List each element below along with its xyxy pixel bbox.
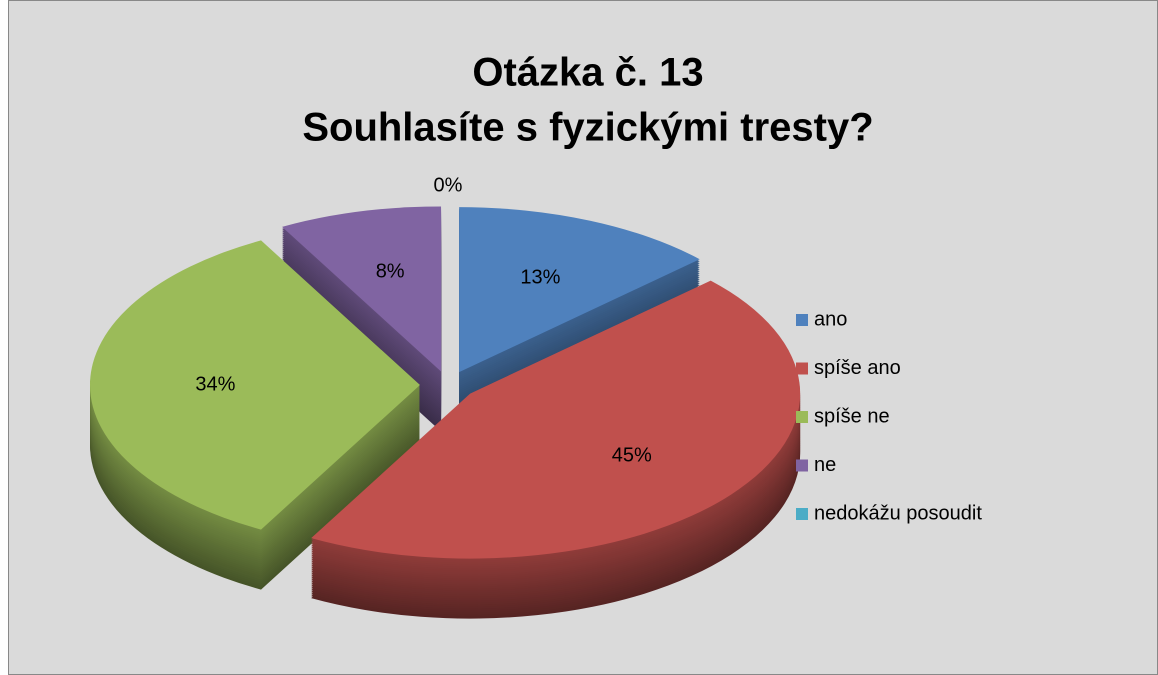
legend-swatch [796, 411, 808, 423]
data-label: 8% [376, 261, 405, 283]
legend-label: ne [814, 454, 836, 476]
chart-subtitle: Souhlasíte s fyzickými tresty? [302, 106, 873, 150]
legend-swatch [796, 508, 808, 520]
slice [459, 207, 700, 373]
slice [282, 206, 442, 372]
legend-label: spíše ne [814, 405, 890, 427]
legend-swatch [796, 314, 808, 326]
data-label: 13% [520, 267, 560, 289]
data-label: 0% [434, 174, 463, 196]
legend-swatch [796, 459, 808, 472]
data-label: 34% [195, 373, 235, 395]
legend-label: nedokážu posoudit [814, 502, 982, 524]
legend-swatch [796, 362, 808, 375]
chart-title: Otázka č. 13 [472, 51, 703, 95]
slice [90, 240, 421, 530]
legend-label: spíše ano [814, 357, 901, 379]
slice [311, 280, 801, 559]
data-label: 45% [612, 445, 652, 467]
legend-label: ano [814, 308, 847, 330]
